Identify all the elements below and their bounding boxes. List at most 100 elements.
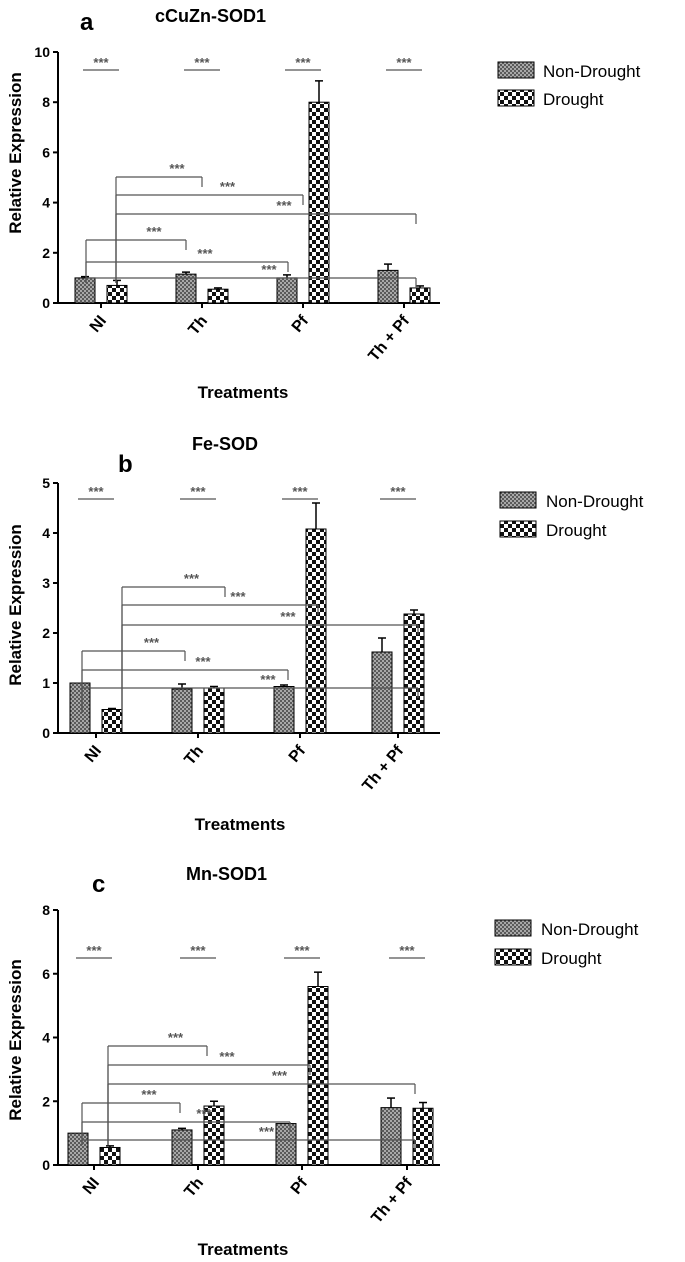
bar (171, 688, 193, 734)
comparison-label: *** (169, 161, 185, 176)
legend: Non-Drought Drought (497, 61, 641, 109)
x-tick-label: NI (87, 313, 110, 336)
y-tick-label: 4 (42, 525, 50, 541)
legend: Non-Drought Drought (494, 919, 639, 968)
bar (403, 613, 425, 734)
bar (380, 1107, 402, 1166)
comparison-label: *** (276, 198, 292, 213)
legend-swatch-non-drought (499, 491, 537, 509)
legend-label-non-drought: Non-Drought (546, 492, 644, 511)
comparison-label: *** (146, 224, 162, 239)
significance-label: *** (190, 484, 206, 499)
bar (207, 288, 229, 304)
y-tick-label: 6 (42, 144, 50, 160)
significance-label: *** (295, 55, 311, 70)
comparison-label: *** (261, 262, 277, 277)
significance-label: *** (88, 484, 104, 499)
significance-label: *** (396, 55, 412, 70)
legend-swatch-drought (499, 520, 537, 538)
comparison-label: *** (280, 609, 296, 624)
legend-label-non-drought: Non-Drought (541, 920, 639, 939)
y-axis-title: Relative Expression (6, 72, 25, 234)
panel-letter: a (80, 9, 94, 36)
comparison-label: *** (220, 179, 236, 194)
legend-swatch-drought (494, 948, 532, 966)
legend-swatch-non-drought (494, 919, 532, 937)
bar (171, 1129, 193, 1166)
chart-title: Fe-SOD (192, 434, 258, 454)
y-tick-label: 0 (42, 725, 50, 741)
comparison-label: *** (197, 246, 213, 261)
comparison-label: *** (195, 654, 211, 669)
significance-label: *** (93, 55, 109, 70)
y-tick-label: 3 (42, 575, 50, 591)
bar (69, 682, 91, 734)
bar (273, 686, 295, 734)
y-tick-label: 4 (42, 1030, 50, 1046)
bar (203, 687, 225, 734)
panel-letter: c (92, 871, 105, 898)
legend-label-drought: Drought (546, 521, 607, 540)
bar (371, 651, 393, 734)
chart-panel-a: a cCuZn-SOD1 Relative Expression Treatme… (6, 6, 641, 402)
bar (276, 277, 298, 304)
y-axis-title: Relative Expression (6, 524, 25, 686)
y-tick-label: 6 (42, 966, 50, 982)
y-tick-label: 10 (34, 44, 50, 60)
significance-label: *** (390, 484, 406, 499)
x-axis-title: Treatments (198, 1240, 289, 1259)
bar (101, 709, 123, 734)
y-tick-label: 2 (42, 625, 50, 641)
chart-panel-b: b Fe-SOD Relative Expression Treatments … (6, 434, 644, 834)
bar (305, 528, 327, 734)
chart-title: Mn-SOD1 (186, 864, 267, 884)
significance-label: *** (86, 943, 102, 958)
x-tick-label: Pf (288, 1174, 312, 1198)
x-tick-label: Th + Pf (368, 1174, 416, 1227)
legend-swatch-drought (497, 89, 535, 107)
legend-label-drought: Drought (541, 949, 602, 968)
x-tick-label: NI (82, 743, 105, 766)
x-tick-label: Pf (286, 742, 310, 766)
x-tick-label: NI (80, 1175, 103, 1198)
bar (67, 1132, 89, 1166)
y-tick-label: 8 (42, 902, 50, 918)
legend: Non-Drought Drought (499, 491, 644, 540)
y-tick-label: 4 (42, 195, 50, 211)
comparison-label: *** (219, 1049, 235, 1064)
y-tick-label: 2 (42, 1093, 50, 1109)
comparison-label: *** (260, 672, 276, 687)
comparison-label: *** (259, 1124, 275, 1139)
x-axis-title: Treatments (195, 815, 286, 834)
y-tick-label: 8 (42, 94, 50, 110)
comparison-label: *** (184, 571, 200, 586)
x-tick-label: Th + Pf (359, 742, 407, 795)
x-tick-label: Th (181, 743, 207, 769)
bar (275, 1123, 297, 1166)
chart-panel-c: c Mn-SOD1 Relative Expression Treatments… (6, 864, 639, 1259)
comparison-label: *** (141, 1087, 157, 1102)
y-tick-label: 0 (42, 1157, 50, 1173)
y-tick-label: 5 (42, 475, 50, 491)
comparison-label: *** (272, 1068, 288, 1083)
bar (308, 101, 330, 304)
bar (377, 269, 399, 304)
chart-title: cCuZn-SOD1 (155, 6, 266, 26)
x-tick-label: Th + Pf (365, 312, 413, 365)
significance-label: *** (294, 943, 310, 958)
bar (74, 277, 96, 304)
comparison-label: *** (168, 1030, 184, 1045)
y-tick-label: 1 (42, 675, 50, 691)
significance-label: *** (190, 943, 206, 958)
x-tick-label: Pf (289, 312, 313, 336)
bar (409, 287, 431, 304)
legend-label-drought: Drought (543, 90, 604, 109)
panel-letter: b (118, 451, 133, 478)
significance-label: *** (194, 55, 210, 70)
x-tick-label: Th (185, 313, 211, 339)
y-tick-label: 0 (42, 295, 50, 311)
legend-label-non-drought: Non-Drought (543, 62, 641, 81)
significance-label: *** (399, 943, 415, 958)
x-axis-title: Treatments (198, 383, 289, 402)
comparison-label: *** (230, 589, 246, 604)
